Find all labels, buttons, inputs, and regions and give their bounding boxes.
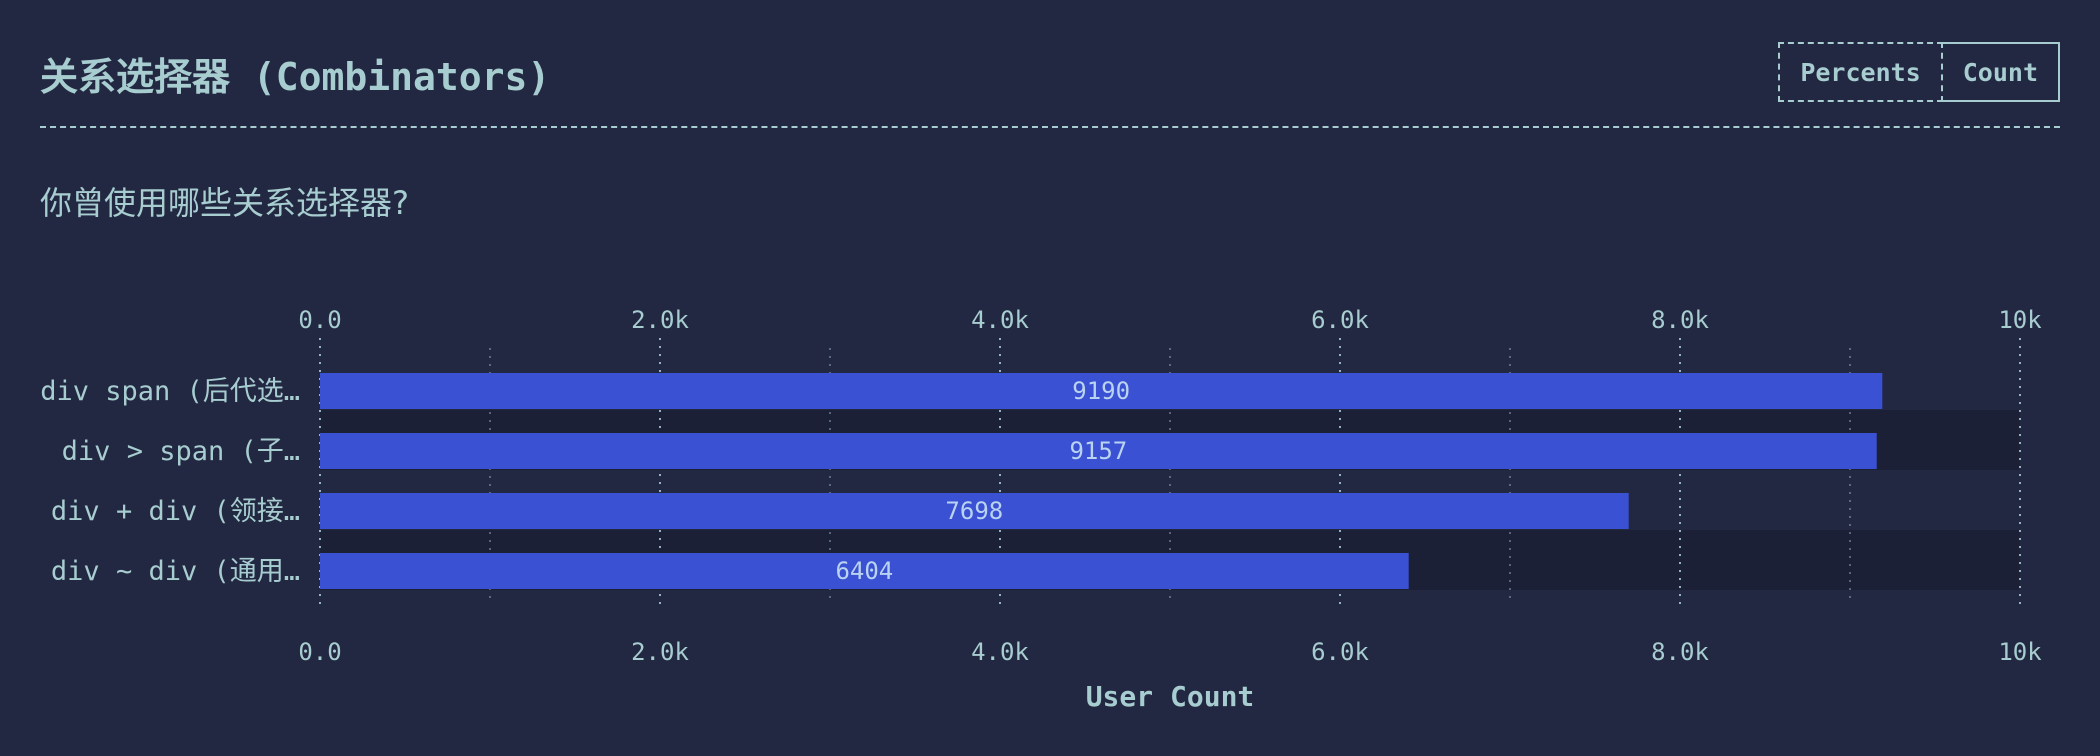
percents-button[interactable]: Percents [1778, 42, 1943, 102]
bar-value-label: 9190 [1072, 377, 1130, 405]
bottom-tick-label: 4.0k [971, 638, 1029, 666]
bottom-tick-label: 6.0k [1311, 638, 1369, 666]
bottom-tick-label: 10k [1998, 638, 2042, 666]
top-tick-label: 8.0k [1651, 306, 1709, 334]
bottom-tick-label: 0.0 [298, 638, 341, 666]
count-button[interactable]: Count [1942, 42, 2060, 102]
bar-value-label: 9157 [1069, 437, 1127, 465]
bar [320, 493, 1629, 529]
bar-value-label: 7698 [945, 497, 1003, 525]
top-tick-label: 6.0k [1311, 306, 1369, 334]
bar [320, 433, 1877, 469]
top-tick-label: 2.0k [631, 306, 689, 334]
bottom-tick-label: 8.0k [1651, 638, 1709, 666]
category-label: div + div (领接… [51, 496, 300, 527]
chart-title: 关系选择器 (Combinators) [40, 55, 551, 99]
top-tick-label: 0.0 [298, 306, 341, 334]
category-label: div > span (子… [62, 436, 300, 467]
category-label: div ~ div (通用… [51, 556, 300, 587]
units-toggle: Percents Count [1778, 42, 2060, 102]
category-label: div span (后代选… [40, 376, 300, 407]
bar [320, 553, 1409, 589]
bar-value-label: 6404 [835, 557, 893, 585]
top-tick-label: 4.0k [971, 306, 1029, 334]
bar [320, 373, 1883, 409]
x-axis-title: User Count [1086, 680, 1255, 713]
question-text: 你曾使用哪些关系选择器? [40, 184, 409, 222]
top-tick-label: 10k [1998, 306, 2042, 334]
bottom-tick-label: 2.0k [631, 638, 689, 666]
chart-header: 关系选择器 (Combinators) Percents Count [40, 32, 2060, 128]
